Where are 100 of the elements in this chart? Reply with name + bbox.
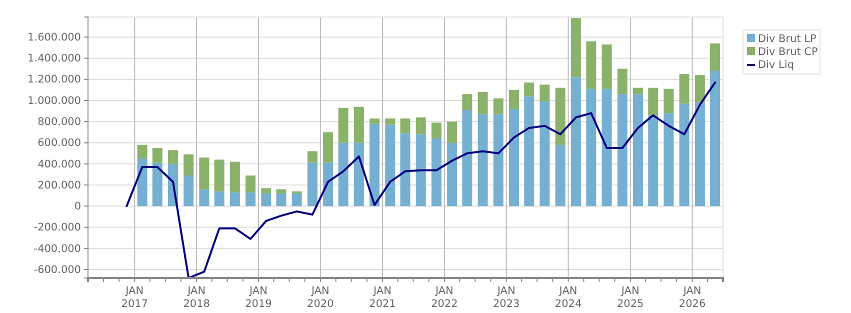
bar: [338, 142, 348, 206]
bar: [214, 191, 224, 206]
bar: [338, 108, 348, 143]
legend-label: Div Brut LP: [758, 33, 816, 45]
bar: [184, 154, 194, 176]
bar: [664, 88, 674, 114]
bar: [633, 88, 644, 94]
legend-label: Div Brut CP: [758, 46, 818, 58]
bar: [246, 176, 256, 192]
bar: [648, 88, 658, 116]
bar: [152, 162, 162, 206]
bar: [664, 113, 674, 206]
bar: [648, 115, 658, 206]
bar: [555, 144, 566, 206]
bar: [540, 102, 550, 206]
x-tick-label: JAN 2022: [431, 285, 458, 310]
bar: [400, 118, 410, 134]
bar: [617, 94, 628, 206]
bar: [184, 176, 194, 206]
bar: [416, 117, 426, 134]
y-tick-label: -200.000: [34, 222, 81, 234]
bar: [261, 188, 272, 194]
legend-label: Div Liq: [758, 59, 794, 71]
bar: [462, 110, 472, 206]
bar: [137, 144, 148, 159]
bar: [694, 75, 705, 103]
bar: [602, 88, 612, 206]
y-tick-label: 200.000: [38, 179, 81, 192]
bar: [323, 162, 334, 206]
bar: [307, 151, 318, 163]
bar: [214, 160, 224, 192]
bar: [570, 18, 581, 78]
bar: [478, 92, 488, 114]
line-series: [126, 82, 716, 279]
y-tick-label: 1.400.000: [28, 52, 81, 65]
x-tick-label: JAN 2026: [678, 285, 706, 310]
bar: [493, 114, 504, 206]
bar: [246, 192, 256, 206]
bar: [586, 88, 596, 206]
bar: [462, 94, 472, 110]
bar: [508, 108, 519, 206]
bar: [276, 189, 286, 194]
x-tick-label: JAN 2018: [183, 285, 210, 310]
bar: [478, 114, 488, 206]
bar: [586, 41, 596, 89]
bar: [400, 133, 410, 206]
bar: [137, 158, 148, 206]
bar: [694, 102, 705, 206]
x-tick-label: JAN 2023: [492, 285, 520, 310]
y-tick-label: 600.000: [38, 137, 81, 150]
bar: [354, 142, 364, 206]
bar: [710, 43, 720, 71]
bar: [602, 44, 612, 89]
x-tick-label: JAN 2017: [121, 285, 148, 310]
bar: [633, 94, 644, 206]
y-tick-label: 400.000: [38, 158, 81, 170]
bar: [555, 88, 566, 145]
x-tick-label: JAN 2020: [307, 285, 334, 310]
bar: [679, 74, 690, 104]
bar: [230, 162, 240, 192]
bar: [431, 122, 442, 139]
bar: [540, 84, 550, 102]
bar: [524, 96, 534, 206]
bar: [447, 122, 458, 143]
bar: [370, 124, 380, 206]
bar: [276, 193, 286, 206]
bar: [292, 193, 302, 206]
bar: [493, 98, 504, 114]
y-tick-label: 0: [74, 200, 81, 213]
bar: [199, 189, 210, 206]
bar: [447, 142, 458, 206]
y-tick-label: -400.000: [34, 242, 81, 255]
bar: [152, 148, 162, 163]
bar: [370, 118, 380, 124]
bar: [524, 82, 534, 96]
y-tick-label: 1.000.000: [28, 94, 81, 107]
bar: [679, 104, 690, 206]
y-tick-label: 1.600.000: [28, 31, 81, 44]
y-tick-label: -600.000: [34, 264, 81, 276]
x-tick-label: JAN 2024: [554, 285, 582, 310]
bar: [323, 132, 334, 163]
bar: [307, 162, 318, 206]
bar: [617, 68, 628, 94]
bar: [199, 158, 210, 190]
bar: [385, 118, 396, 125]
bar: [261, 193, 272, 206]
bar: [230, 192, 240, 206]
bar: [710, 70, 720, 206]
bar: [416, 134, 426, 206]
bar: [168, 150, 178, 164]
y-tick-label: 800.000: [38, 116, 81, 128]
bar: [385, 124, 396, 206]
x-tick-label: JAN 2019: [245, 285, 272, 310]
bar: [570, 77, 581, 206]
y-tick-label: 1.200.000: [28, 74, 81, 86]
bar: [508, 90, 519, 109]
bar: [354, 106, 364, 143]
bar: [431, 138, 442, 206]
x-tick-label: JAN 2025: [617, 285, 644, 310]
x-tick-label: JAN 2021: [369, 285, 396, 310]
